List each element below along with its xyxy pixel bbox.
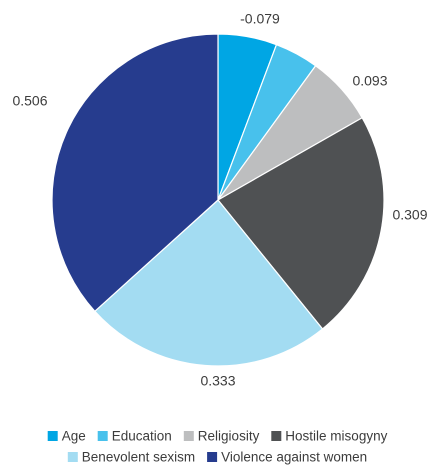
slice-hostile-misogyny — [217, 116, 385, 330]
legend-swatch-religiosity — [183, 431, 194, 441]
data-label-hostile-misogyny: 0.309 — [392, 207, 427, 223]
legend-swatch-benevolent-sexism — [67, 452, 78, 462]
slice-benevolent-sexism — [93, 199, 324, 367]
legend-swatch-hostile-misogyny — [271, 431, 282, 441]
legend-swatch-age — [47, 431, 58, 441]
data-label-violence-against-women: 0.506 — [12, 93, 47, 109]
legend-label-education: Education — [112, 429, 172, 444]
legend-label-violence-against-women: Violence against women — [221, 450, 367, 465]
data-labels: -0.079 0.093 0.309 0.333 0.506 — [12, 11, 427, 389]
slice-violence-against-women — [51, 33, 219, 313]
legend-label-hostile-misogyny: Hostile misogyny — [285, 429, 387, 444]
legend-label-religiosity: Religiosity — [198, 429, 260, 444]
data-label-benevolent-sexism: 0.333 — [200, 373, 235, 389]
pie-slices — [51, 33, 385, 367]
legend-swatch-education — [97, 431, 108, 441]
legend-label-age: Age — [62, 429, 86, 444]
legend-swatch-violence-against-women — [207, 452, 218, 462]
legend: Age Education Religiosity Hostile misogyny B… — [47, 429, 388, 465]
data-label-age: -0.079 — [240, 11, 280, 27]
data-label-religiosity: 0.093 — [352, 73, 387, 89]
legend-label-benevolent-sexism: Benevolent sexism — [82, 450, 195, 465]
